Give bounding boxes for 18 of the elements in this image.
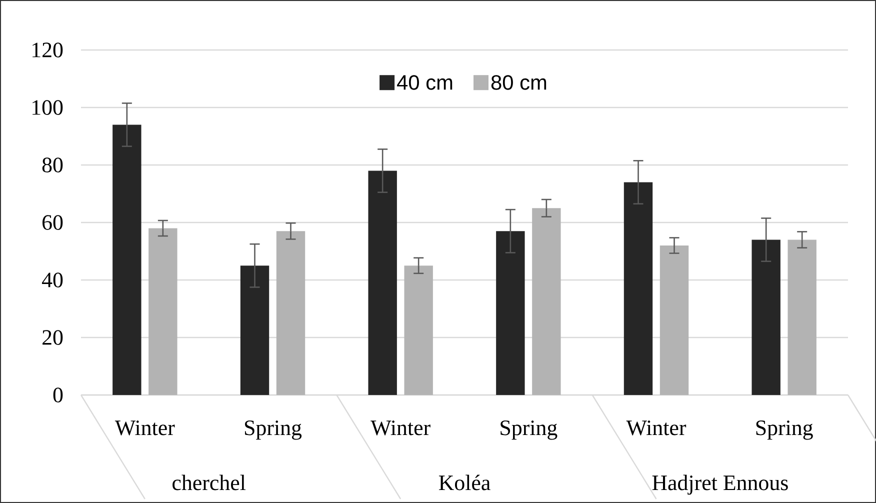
y-tick-label: 60	[42, 215, 63, 230]
x-tick-label: Spring	[244, 420, 302, 440]
text: Hadjret Ennous	[652, 474, 788, 495]
x-tick-label: Winter	[626, 420, 686, 436]
y-tick-label: 100	[32, 100, 63, 115]
y-tick-label: 80	[42, 158, 63, 172]
x-tick-label: Winter	[370, 420, 430, 436]
x-tick-label: Spring	[756, 420, 813, 440]
legend-label: 80 cm	[491, 75, 546, 90]
legend-label: 40 cm	[397, 75, 452, 90]
text: cherchel	[172, 474, 246, 490]
y-tick-label: 20	[42, 330, 63, 345]
y-tick-label: 120	[32, 42, 63, 58]
x-tick-label: Spring	[500, 420, 558, 440]
text: Koléa	[438, 474, 490, 490]
x-tick-label: Winter	[114, 420, 175, 436]
y-tick-label: 40	[42, 272, 63, 288]
y-tick-label: 0	[53, 388, 63, 402]
